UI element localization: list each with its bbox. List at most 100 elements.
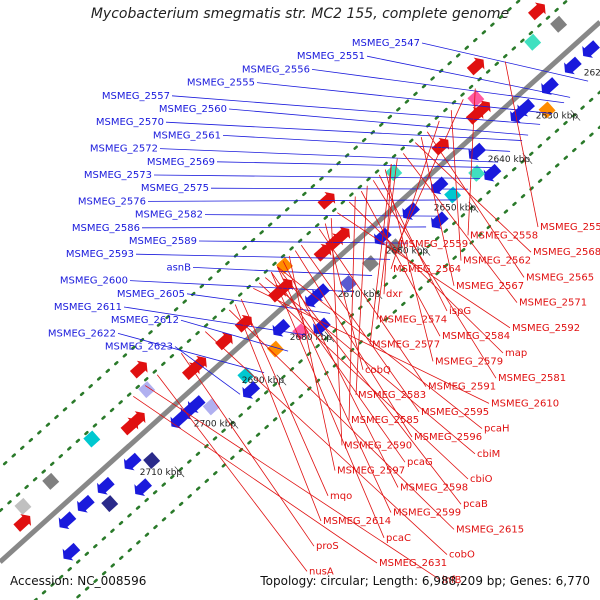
forward-label-leader	[123, 306, 307, 336]
map-title: Mycobacterium smegmatis str. MC2 155, co…	[90, 6, 510, 22]
reverse-gene-label: MSMEG_2571	[519, 298, 587, 309]
gene-arrow-shape	[215, 332, 233, 351]
gene-arrow-shape	[272, 318, 291, 337]
gene-arrow	[62, 542, 81, 561]
reverse-label-leader	[234, 304, 322, 522]
feature-box	[202, 398, 220, 416]
reverse-gene-label: MSMEG_2585	[351, 415, 419, 426]
reverse-label-leader	[414, 142, 532, 253]
track-ring-dots	[72, 125, 600, 600]
forward-gene-label: MSMEG_2593	[66, 249, 134, 260]
reverse-label-leader	[360, 190, 441, 337]
gene-arrow-shape	[134, 478, 153, 496]
gene-arrow	[272, 318, 291, 337]
gene-arrow	[402, 202, 420, 220]
reverse-label-leader	[133, 395, 378, 564]
kbp-tick-label: 2640 kbp	[488, 155, 531, 165]
reverse-gene-label: infB	[442, 575, 462, 586]
kbp-tick-line	[570, 109, 581, 121]
topology-text: Topology: circular; Length: 6,988,209 bp…	[260, 574, 590, 588]
forward-gene-label: MSMEG_2605	[117, 289, 185, 300]
forward-gene-label: MSMEG_2557	[102, 91, 170, 102]
forward-label-leader	[147, 199, 457, 202]
gene-arrow	[430, 176, 449, 195]
gene-arrow	[510, 105, 528, 123]
forward-label-leader	[198, 240, 409, 244]
feature-box	[524, 33, 542, 51]
gene-arrow-shape	[564, 56, 582, 75]
reverse-label-leader	[324, 223, 364, 370]
feature-box	[42, 472, 60, 490]
reverse-gene-label: MSMEG_2584	[442, 331, 510, 342]
kbp-tick-label: 2620 kbp	[584, 68, 600, 78]
gene-arrow-shape	[430, 176, 449, 195]
reverse-gene-label: MSMEG_2591	[428, 382, 496, 393]
gene-arrow	[468, 142, 487, 161]
gene-arrow-shape	[468, 142, 487, 161]
feature-box	[138, 381, 156, 399]
forward-gene-label: MSMEG_2612	[111, 315, 179, 326]
reverse-label-leader	[390, 120, 440, 270]
gene-arrow-shape	[242, 381, 261, 399]
gene-arrow	[466, 57, 485, 76]
gene-arrow-shape	[97, 476, 115, 495]
forward-label-leader	[228, 108, 529, 136]
gene-arrow-shape	[58, 511, 77, 530]
forward-label-leader	[174, 346, 241, 395]
reverse-gene-label: MSMEG_2579	[435, 356, 503, 367]
gene-arrow-shape	[77, 494, 95, 513]
gene-arrow-shape	[465, 106, 484, 125]
reverse-gene-label: pcaH	[484, 424, 510, 435]
gene-arrow	[483, 163, 502, 182]
forward-gene-label: MSMEG_2569	[147, 157, 215, 168]
reverse-gene-label: cbiO	[470, 474, 493, 485]
reverse-label-leader	[294, 250, 413, 438]
kbp-tick-label: 2630 kbp	[536, 112, 579, 122]
forward-gene-label: MSMEG_2555	[187, 78, 255, 89]
reverse-gene-label: MSMEG_2550	[540, 222, 600, 233]
feature-box	[361, 255, 379, 273]
forward-gene-label: MSMEG_2570	[96, 117, 164, 128]
gene-arrow-shape	[313, 243, 332, 262]
feature-box	[83, 430, 101, 448]
reverse-label-leader	[270, 271, 385, 538]
kbp-tick-label: 2680 kbp	[290, 333, 333, 343]
kbp-tick-label: 2650 kbp	[434, 203, 477, 213]
track-ring-dots	[33, 90, 600, 600]
reverse-label-leader	[145, 385, 441, 581]
gene-arrow-shape	[129, 360, 148, 379]
gene-arrow-shape	[13, 514, 32, 532]
feature-box	[101, 495, 119, 513]
reverse-label-leader	[384, 169, 434, 362]
reverse-gene-label: pcaC	[386, 533, 411, 544]
feature-box	[14, 497, 32, 515]
forward-gene-label: MSMEG_2623	[105, 342, 173, 353]
reverse-gene-label: MSMEG_2565	[526, 272, 594, 283]
kbp-tick-label: 2670 kbp	[338, 290, 381, 300]
forward-gene-label: MSMEG_2561	[153, 130, 221, 141]
reverse-gene-label: map	[505, 348, 527, 359]
gene-arrow	[582, 40, 600, 58]
gene-arrow-shape	[510, 105, 528, 123]
reverse-label-leader	[258, 282, 469, 480]
reverse-label-leader	[355, 185, 368, 396]
gene-arrow	[58, 511, 77, 530]
gene-arrow	[181, 362, 200, 381]
forward-gene-label: MSMEG_2586	[72, 223, 140, 234]
forward-gene-label: MSMEG_2576	[78, 196, 146, 207]
reverse-label-leader	[467, 88, 476, 236]
gene-arrow-shape	[305, 289, 323, 308]
kbp-tick-line	[276, 374, 287, 386]
reverse-label-leader	[348, 201, 504, 354]
kbp-tick-label: 2710 kbp	[140, 468, 183, 478]
gene-arrow	[120, 417, 139, 436]
reverse-gene-label: MSMEG_2599	[393, 508, 461, 519]
reverse-gene-label: ispG	[449, 306, 471, 317]
forward-label-leader	[165, 121, 523, 141]
map-footer: Accession: NC_008596 Topology: circular;…	[0, 572, 600, 592]
gene-arrow	[129, 360, 148, 379]
gene-arrow	[215, 332, 233, 351]
gene-arrow-shape	[170, 410, 189, 429]
gene-arrow	[123, 452, 142, 471]
